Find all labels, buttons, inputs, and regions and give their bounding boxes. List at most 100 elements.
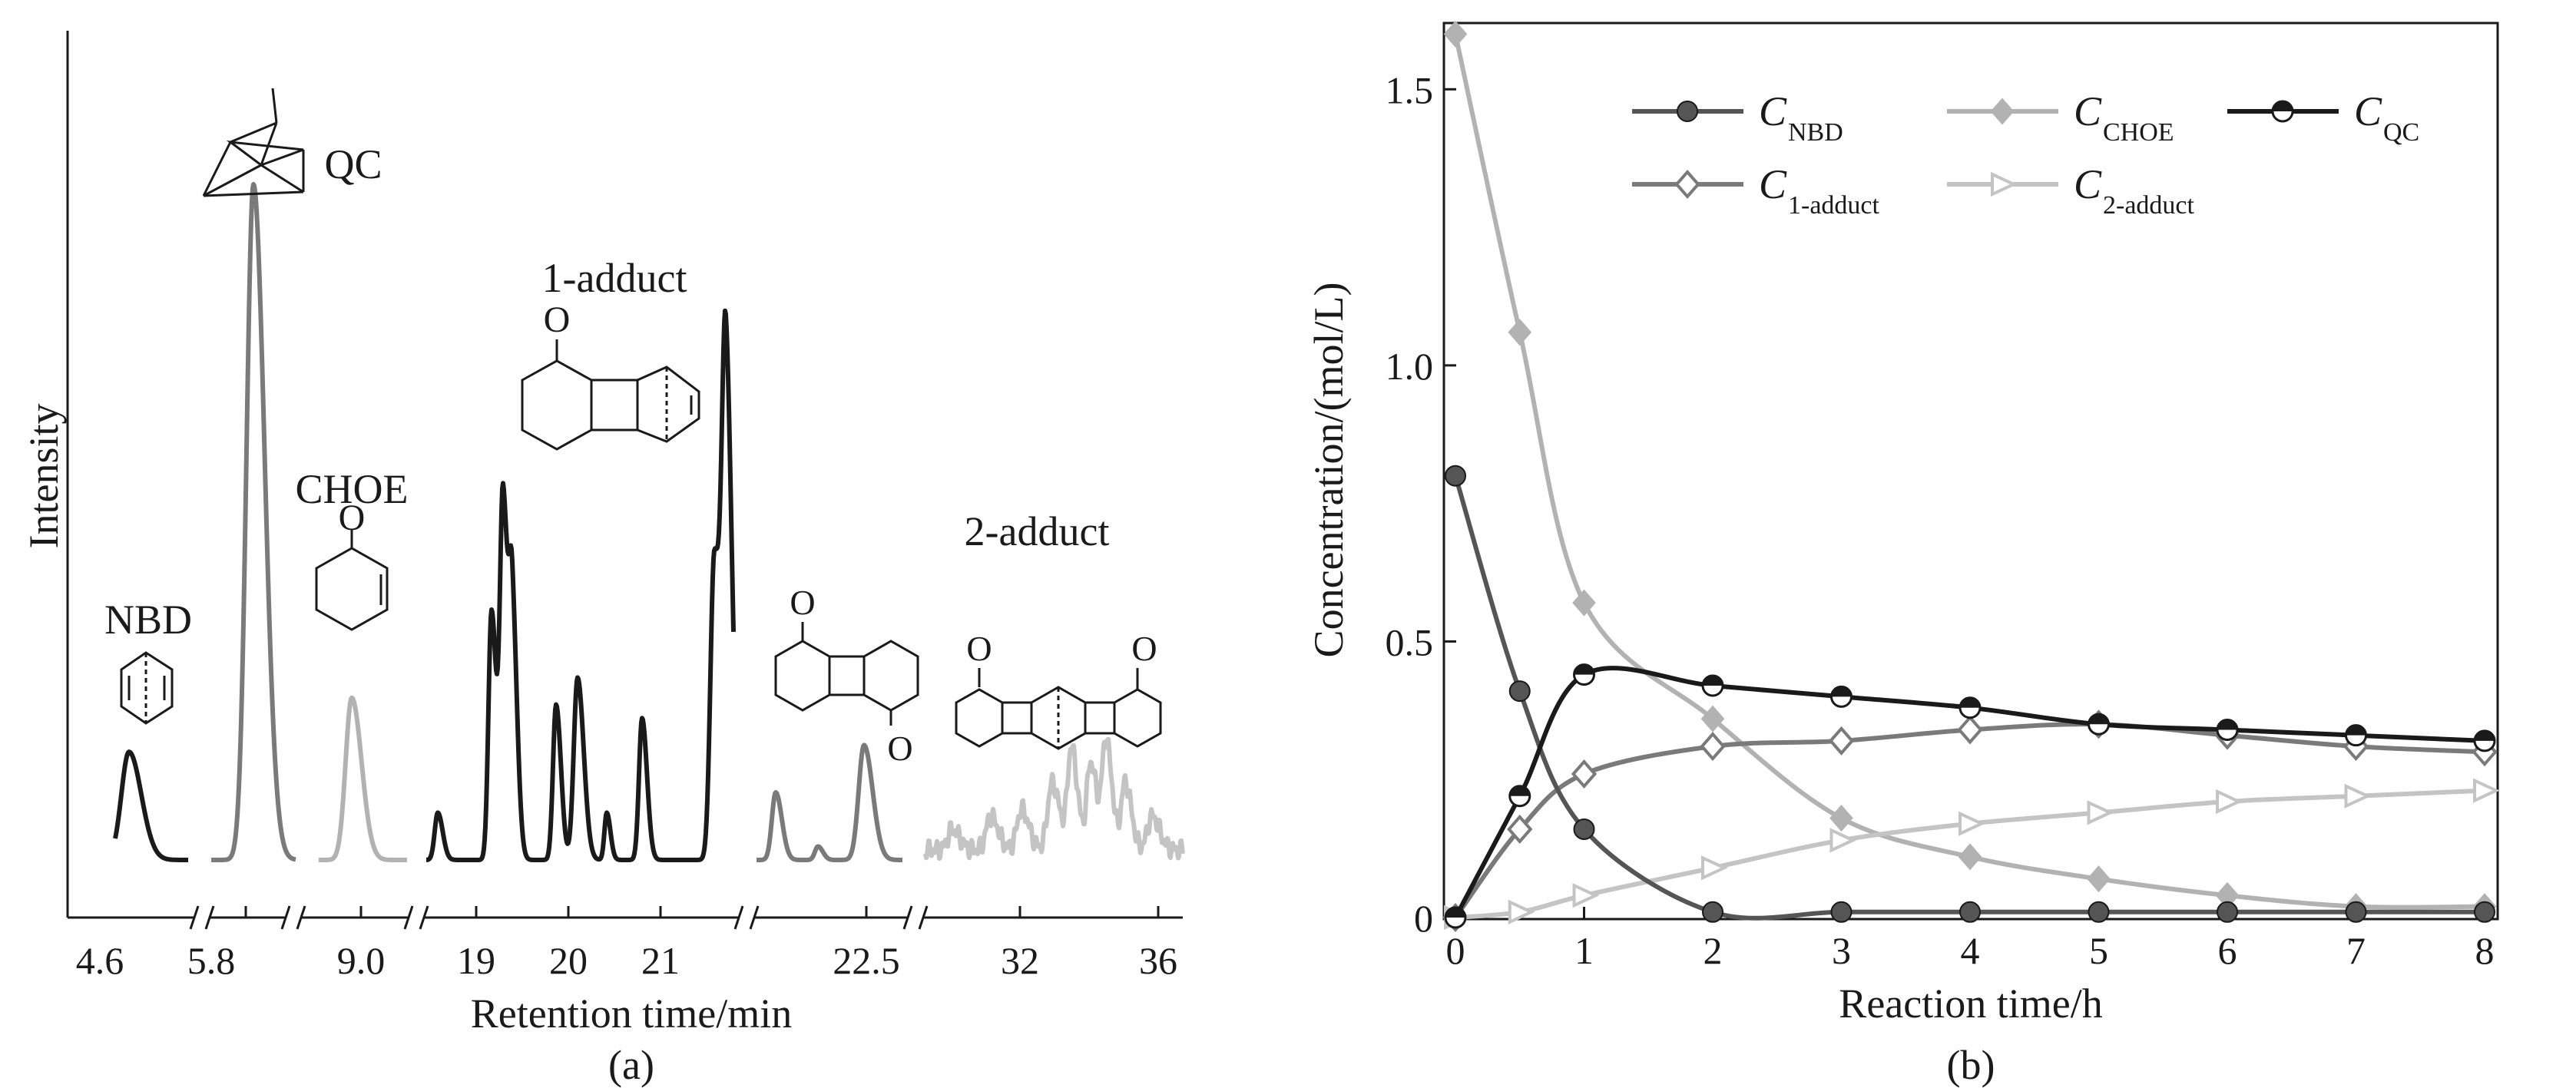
- data-point-C_CHOE: [1958, 843, 1982, 871]
- data-point-C_NBD: [2345, 901, 2367, 923]
- x-tick-label: 5.8: [187, 939, 236, 982]
- panel-a-x-axis-label: Retention time/min: [471, 990, 792, 1037]
- data-point-C_NBD: [1959, 901, 1981, 923]
- data-point-C_2-adduct: [2087, 800, 2114, 825]
- choe-structure: O: [315, 498, 389, 631]
- choe-peak: [317, 695, 409, 862]
- legend-marker: [1990, 98, 2015, 125]
- x-tick-label: 5: [2089, 929, 2108, 972]
- legend-label-subscript: QC: [2383, 118, 2419, 147]
- panel-b: 0 1 2 3 4 5 6 7 800.51.01.5 Reaction time/h (b) …: [1306, 20, 2500, 1088]
- panel-b-legend: C NBD C CHOE C QCC 1-adduct C 2-adduct: [1632, 88, 2419, 220]
- x-tick-label: 1: [1574, 929, 1594, 972]
- data-point-C_2-adduct: [1701, 855, 1728, 881]
- data-point-C_QC: [2473, 729, 2496, 752]
- legend-label: C: [1759, 161, 1787, 207]
- panel-b-plot-frame: [1442, 21, 2499, 921]
- data-point-C_QC: [1830, 685, 1853, 708]
- legend-marker: [2271, 100, 2294, 123]
- adduct2-noise-trace: [923, 736, 1185, 861]
- legend-label-subscript: 2-adduct: [2103, 191, 2195, 220]
- legend-marker: [1991, 171, 2018, 197]
- legend-item-C_NBD: C NBD: [1632, 88, 1843, 147]
- legend-marker: [1674, 169, 1700, 200]
- panel-b-y-axis-label: Concentration/(mol/L): [1306, 283, 1352, 658]
- panel-b-x-axis-label: Reaction time/h: [1839, 981, 2102, 1027]
- legend-item-C_CHOE: C CHOE: [1947, 88, 2174, 147]
- data-point-C_NBD: [1445, 465, 1466, 487]
- data-point-C_2-adduct: [1958, 811, 1985, 836]
- x-tick-label: 9.0: [337, 939, 386, 982]
- data-point-C_CHOE: [1508, 319, 1532, 346]
- data-point-C_CHOE: [1572, 589, 1596, 617]
- legend-marker: [1677, 101, 1698, 122]
- data-point-C_QC: [1958, 696, 1982, 719]
- x-tick-label: 7: [2346, 929, 2366, 972]
- panel-a: 4.6 5.8 9.0 19 20 21 22.5 32 36 Retentio…: [21, 31, 1185, 1088]
- data-point-C_1-adduct: [1507, 814, 1533, 844]
- nbd-structure: [120, 651, 174, 725]
- data-point-C_1-adduct: [1700, 732, 1726, 762]
- keto-o-label: O: [790, 583, 815, 622]
- series-line-C_CHOE: [1453, 33, 2485, 910]
- nbd-peak: [113, 749, 190, 862]
- x-tick-label: 21: [641, 939, 680, 982]
- data-point-C_2-adduct: [1572, 883, 1600, 908]
- axis-break-mark: [419, 905, 429, 930]
- data-point-C_QC: [2216, 718, 2239, 741]
- qc-structure: [202, 88, 305, 197]
- adduct2-label: 2-adduct: [965, 508, 1110, 554]
- adduct1-peaks: [425, 308, 736, 862]
- legend-label: C: [2354, 88, 2382, 134]
- data-point-C_NBD: [2088, 901, 2110, 923]
- x-tick-label: 8: [2475, 929, 2495, 972]
- data-point-C_1-adduct: [1571, 759, 1598, 789]
- data-point-C_CHOE: [1829, 805, 1853, 832]
- data-point-C_QC: [1508, 785, 1531, 808]
- panel-a-x-tick-labels: 4.6 5.8 9.0 19 20 21 22.5 32 36: [76, 939, 1177, 982]
- y-tick-label: 1.0: [1386, 345, 1434, 388]
- x-tick-label: 4.6: [76, 939, 124, 982]
- x-tick-label: 32: [1001, 939, 1039, 982]
- axis-break-mark: [403, 905, 414, 930]
- data-point-C_NBD: [1702, 901, 1723, 923]
- adduct1-structure: O: [521, 299, 700, 451]
- panel-b-axes: 0 1 2 3 4 5 6 7 8 0 0.5 1.0 1.5: [1386, 68, 2495, 972]
- data-point-C_2-adduct: [2473, 778, 2500, 803]
- series-C_CHOE: [1443, 20, 2497, 921]
- legend-label: C: [2074, 161, 2102, 207]
- nbd-label: NBD: [104, 597, 192, 643]
- data-point-C_QC: [1444, 906, 1467, 929]
- keto-o-label: O: [544, 299, 571, 340]
- axis-break-mark: [918, 905, 929, 930]
- x-tick-label: 36: [1139, 939, 1177, 982]
- adduct2-peaks: [755, 742, 904, 862]
- x-tick-label: 2: [1704, 929, 1723, 972]
- data-point-C_CHOE: [2087, 865, 2111, 893]
- series-line-C_QC: [1453, 666, 2485, 919]
- data-point-C_NBD: [2217, 901, 2238, 923]
- legend-item-C_2-adduct: C 2-adduct: [1947, 161, 2195, 220]
- axis-break-mark: [280, 905, 291, 930]
- axis-break-mark: [733, 905, 744, 930]
- x-tick-label: 6: [2218, 929, 2237, 972]
- adduct2-bis-structure: O O: [955, 629, 1162, 750]
- data-point-C_NBD: [2474, 901, 2495, 923]
- x-tick-label: 19: [457, 939, 495, 982]
- y-tick-label: 0.5: [1386, 620, 1434, 663]
- legend-label-subscript: CHOE: [2103, 118, 2174, 147]
- qc-peak: [210, 182, 297, 862]
- x-tick-label: 20: [549, 939, 588, 982]
- keto-o-label: O: [887, 729, 912, 768]
- legend-item-C_1-adduct: C 1-adduct: [1632, 161, 1880, 220]
- data-point-C_NBD: [1573, 818, 1595, 840]
- series-line-C_NBD: [1453, 475, 2485, 921]
- legend-item-C_QC: C QC: [2227, 88, 2419, 147]
- axis-break-mark: [296, 905, 306, 930]
- data-point-C_2-adduct: [2344, 783, 2372, 809]
- legend-label: C: [1759, 88, 1787, 134]
- panel-a-x-ticks: [66, 906, 1160, 918]
- x-tick-label: 4: [1961, 929, 1980, 972]
- y-tick-label: 1.5: [1386, 68, 1434, 111]
